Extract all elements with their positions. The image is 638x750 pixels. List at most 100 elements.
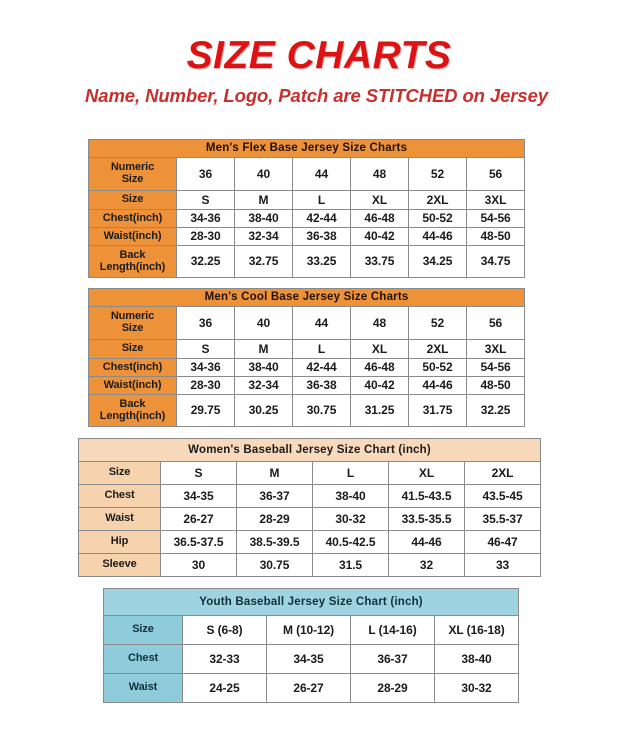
table-row: Numeric Size 36 40 44 48 52 56 xyxy=(88,306,526,340)
row-header: Waist(inch) xyxy=(88,376,177,395)
row-header: Chest xyxy=(103,644,183,674)
table-cell: 34-35 xyxy=(160,484,237,508)
table-cell: 36-37 xyxy=(350,644,435,674)
table-cell: 26-27 xyxy=(266,673,351,703)
table-mens-flex-base: Men's Flex Base Jersey Size Charts Numer… xyxy=(87,139,526,278)
table-cell: 42-44 xyxy=(292,209,351,228)
table-row: Size S M L XL 2XL xyxy=(78,461,542,485)
table-row: Waist(inch) 28-30 32-34 36-38 40-42 44-4… xyxy=(88,376,526,395)
table-cell: 32.75 xyxy=(234,245,293,278)
table-cell: 36 xyxy=(176,306,235,340)
table-cell: 30.75 xyxy=(236,553,313,577)
table-cell: XL xyxy=(388,461,465,485)
table-cell: 3XL xyxy=(465,190,526,210)
table-mens-cool-base: Men's Cool Base Jersey Size Charts Numer… xyxy=(87,288,526,427)
table-cell: 2XL xyxy=(408,190,467,210)
table-cell: 48 xyxy=(350,306,409,340)
table-cell: S xyxy=(160,461,237,485)
table-cell: 32 xyxy=(388,553,465,577)
row-header: Numeric Size xyxy=(88,157,177,191)
table-cell: 31.25 xyxy=(350,394,409,427)
table-cell: 43.5-45 xyxy=(463,484,542,508)
table-cell: S (6-8) xyxy=(182,615,267,645)
row-header: Size xyxy=(78,461,161,485)
page-title: SIZE CHARTS xyxy=(186,34,452,77)
table-row: Chest 34-35 36-37 38-40 41.5-43.5 43.5-4… xyxy=(78,484,542,508)
table-row: Hip 36.5-37.5 38.5-39.5 40.5-42.5 44-46 … xyxy=(78,530,542,554)
table-cell: 38-40 xyxy=(234,209,293,228)
table-cell: 30.25 xyxy=(234,394,293,427)
table-cell: 44 xyxy=(292,306,351,340)
row-header-line2: Size xyxy=(121,173,144,185)
table-cell: 33.75 xyxy=(350,245,409,278)
table-cell: 32.25 xyxy=(465,394,526,427)
table-youth-baseball: Youth Baseball Jersey Size Chart (inch) … xyxy=(102,588,520,703)
row-header: Size xyxy=(88,339,177,359)
table-cell: L xyxy=(292,190,351,210)
table-cell: 28-30 xyxy=(176,376,235,395)
table-cell: 38-40 xyxy=(312,484,389,508)
table-cell: M xyxy=(234,339,293,359)
row-header: Size xyxy=(103,615,183,645)
table-cell: M (10-12) xyxy=(266,615,351,645)
table-cell: 31.75 xyxy=(408,394,467,427)
table-cell: 42-44 xyxy=(292,358,351,377)
table-cell: 32-34 xyxy=(234,227,293,246)
table-cell: 44-46 xyxy=(408,227,467,246)
table-cell: 36.5-37.5 xyxy=(160,530,237,554)
table-womens-baseball: Women's Baseball Jersey Size Chart (inch… xyxy=(77,438,542,577)
row-header: Back Length(inch) xyxy=(88,394,177,427)
row-header-line2: Length(inch) xyxy=(99,409,166,422)
row-header: Size xyxy=(88,190,177,210)
page-subtitle: Name, Number, Logo, Patch are STITCHED o… xyxy=(85,85,548,106)
table-cell: 52 xyxy=(408,157,467,191)
row-header-line1: Numeric xyxy=(110,161,155,174)
row-header: Hip xyxy=(78,530,161,554)
table-cell: 38.5-39.5 xyxy=(236,530,313,554)
row-header-line2: Length(inch) xyxy=(99,260,166,273)
table-caption-row: Men's Cool Base Jersey Size Charts xyxy=(87,288,526,307)
table-cell: 30 xyxy=(160,553,237,577)
row-header: Sleeve xyxy=(78,553,161,577)
table-cell: 46-48 xyxy=(350,358,409,377)
table-cell: 52 xyxy=(408,306,467,340)
table-row: Chest(inch) 34-36 38-40 42-44 46-48 50-5… xyxy=(88,209,526,228)
table-cell: 44 xyxy=(292,157,351,191)
row-header: Back Length(inch) xyxy=(88,245,177,278)
table-cell: 3XL xyxy=(465,339,526,359)
row-header: Chest xyxy=(78,484,161,508)
table-row: Chest(inch) 34-36 38-40 42-44 46-48 50-5… xyxy=(88,358,526,377)
table-cell: 28-29 xyxy=(350,673,435,703)
table-cell: XL xyxy=(350,190,409,210)
table-cell: 30-32 xyxy=(433,673,520,703)
table-cell: L xyxy=(292,339,351,359)
table-cell: S xyxy=(176,339,235,359)
table-cell: 40-42 xyxy=(350,227,409,246)
table-cell: M xyxy=(236,461,313,485)
table-cell: 24-25 xyxy=(182,673,267,703)
table-row: Numeric Size 36 40 44 48 52 56 xyxy=(88,157,526,191)
table-cell: 38-40 xyxy=(234,358,293,377)
table-cell: 35.5-37 xyxy=(463,507,542,531)
row-header-line1: Back xyxy=(119,397,146,410)
table-cell: 2XL xyxy=(463,461,542,485)
row-header: Numeric Size xyxy=(88,306,177,340)
row-header: Chest(inch) xyxy=(88,209,177,228)
table-cell: 34.25 xyxy=(408,245,467,278)
table-cell: L xyxy=(312,461,389,485)
table-cell: 50-52 xyxy=(408,358,467,377)
row-header: Waist(inch) xyxy=(88,227,177,246)
table-cell: M xyxy=(234,190,293,210)
row-header-line1: Back xyxy=(119,248,146,261)
table-cell: 32-34 xyxy=(234,376,293,395)
table-cell: 33.25 xyxy=(292,245,351,278)
table-caption-row: Men's Flex Base Jersey Size Charts xyxy=(87,139,526,158)
table-cell: 44-46 xyxy=(388,530,465,554)
table-cell: 34-36 xyxy=(176,209,235,228)
table-cell: 40 xyxy=(234,306,293,340)
table-cell: 26-27 xyxy=(160,507,237,531)
row-header: Chest(inch) xyxy=(88,358,177,377)
table-cell: 54-56 xyxy=(465,209,526,228)
table-cell: 34-36 xyxy=(176,358,235,377)
